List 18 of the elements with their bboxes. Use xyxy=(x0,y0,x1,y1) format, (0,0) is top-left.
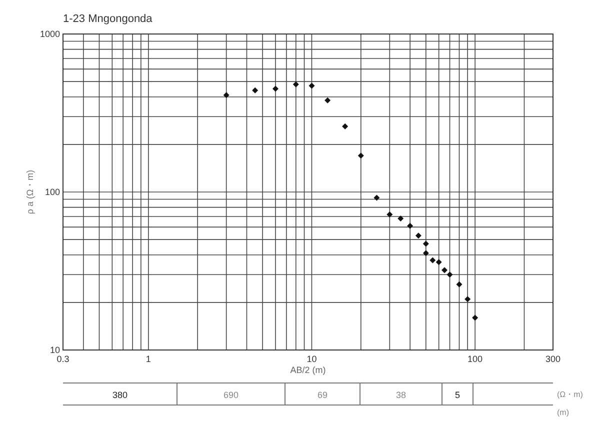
text: 38 xyxy=(396,390,406,400)
text: (Ω・m) xyxy=(557,390,584,399)
text: 380 xyxy=(112,390,128,400)
text: 69 xyxy=(317,390,328,400)
x-tick-label: 0.3 xyxy=(56,354,70,364)
text: (m) xyxy=(557,408,570,417)
x-tick-label: 300 xyxy=(545,354,561,364)
y-axis-title: ρ a (Ω・m) xyxy=(25,170,35,214)
chart-title: 1-23 Mngongonda xyxy=(63,13,154,25)
x-tick-label: 1 xyxy=(146,354,151,364)
text: 5 xyxy=(454,390,460,400)
text: 690 xyxy=(223,390,239,400)
y-tick-label: 1000 xyxy=(40,29,60,39)
x-tick-label: 100 xyxy=(468,354,483,364)
x-axis-title: AB/2 (m) xyxy=(290,365,326,375)
y-tick-label: 10 xyxy=(50,345,60,355)
y-tick-label: 100 xyxy=(44,187,60,197)
x-tick-label: 10 xyxy=(306,354,317,364)
